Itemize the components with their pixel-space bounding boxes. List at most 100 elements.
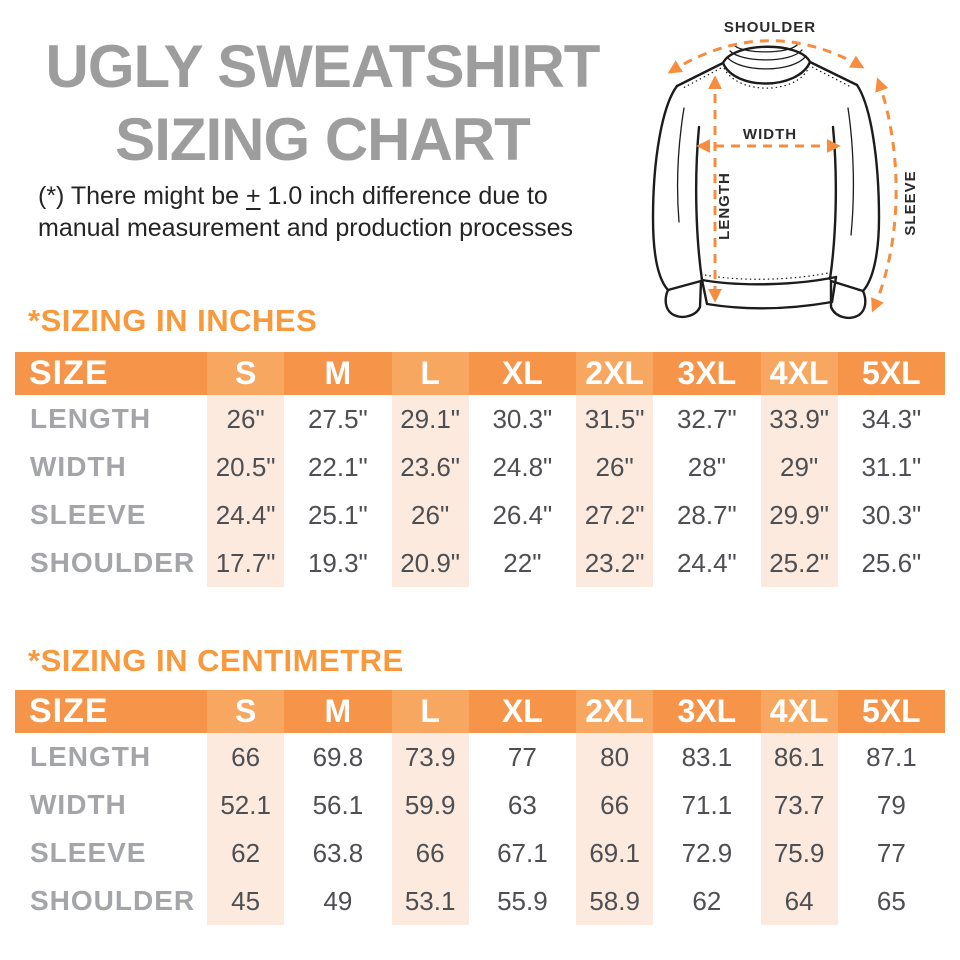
- sweatshirt-measurement-diagram: SHOULDER WIDTH LENGTH SLEEVE: [651, 19, 919, 319]
- size-value: 63.8: [312, 837, 364, 868]
- table-row: LENGTH 26" 27.5" 29.1" 30.3" 31.5" 32.7" 33.9" 3…: [15, 395, 945, 443]
- width-dimension-label: WIDTH: [743, 126, 797, 143]
- size-value: 87.1: [866, 741, 917, 772]
- length-dimension-label: LENGTH: [716, 172, 733, 240]
- sweatshirt-collar-stitching: [723, 66, 810, 89]
- table-header-row: SIZE S M L XL 2XL 3XL 4XL 5XL: [15, 690, 945, 733]
- row-label-width: WIDTH: [30, 451, 127, 482]
- sweatshirt-left-cuff: [664, 279, 703, 318]
- size-value: 66: [207, 733, 299, 781]
- size-value: 29.9": [760, 491, 853, 539]
- sweatshirt-left-sleeve-crease: [676, 107, 685, 223]
- size-value: 63: [507, 789, 537, 820]
- page-title: UGLY SWEATSHIRT SIZING CHART: [0, 30, 645, 176]
- size-value: 31.1": [861, 451, 922, 482]
- sweatshirt-waistband: [700, 275, 838, 310]
- disclaimer-suffix: 1.0 inch difference due to: [260, 182, 548, 210]
- size-value: 22.1": [307, 451, 368, 482]
- column-header-l: L: [391, 352, 484, 395]
- size-value: 77: [876, 837, 906, 868]
- size-value: 27.2": [576, 491, 668, 539]
- sweatshirt-right-body-side: [828, 125, 838, 281]
- sweatshirt-collar-rib-3: [734, 44, 798, 53]
- size-value: 28.7": [676, 499, 737, 530]
- size-value: 24.4": [207, 491, 299, 539]
- size-value: 23.2": [576, 539, 668, 587]
- size-value: 30.3": [492, 403, 553, 434]
- disclaimer-text: (*) There might be + 1.0 inch difference…: [38, 180, 618, 244]
- size-value: 20.5": [207, 443, 299, 491]
- sweatshirt-left-sleeve-outline: [651, 84, 679, 292]
- inches-section-heading: *SIZING IN INCHES: [28, 303, 318, 338]
- plus-minus-symbol: +: [245, 182, 261, 210]
- size-value: 33.9": [760, 395, 853, 443]
- size-value: 56.1: [312, 789, 364, 820]
- size-value: 24.4": [676, 547, 737, 578]
- sweatshirt-right-sleeve-crease: [847, 107, 855, 236]
- size-value: 25.6": [861, 547, 922, 578]
- column-header-3xl: 3XL: [677, 693, 737, 729]
- size-value: 26": [576, 443, 668, 491]
- shoulder-dimension-label: SHOULDER: [724, 19, 816, 36]
- sweatshirt-hem-stitching: [704, 271, 834, 280]
- size-value: 66: [391, 829, 484, 877]
- size-value: 26": [207, 395, 299, 443]
- size-value: 28": [687, 451, 726, 482]
- table-row: SHOULDER 17.7" 19.3" 20.9" 22" 23.2" 24.4" 25.2…: [15, 539, 945, 587]
- row-label-length: LENGTH: [30, 741, 152, 772]
- shoulder-measure-arrow: [667, 39, 865, 74]
- size-value: 17.7": [207, 539, 299, 587]
- row-label-shoulder: SHOULDER: [30, 885, 196, 916]
- row-label-shoulder: SHOULDER: [30, 547, 196, 578]
- size-value: 62: [207, 829, 299, 877]
- disclaimer-line2: manual measurement and production proces…: [38, 214, 574, 242]
- size-value: 79: [876, 789, 906, 820]
- sizing-table-centimetre: SIZE S M L XL 2XL 3XL 4XL 5XL LENGTH 66 69.8 73.9 77 8…: [15, 690, 945, 925]
- column-header-xl: XL: [501, 355, 543, 391]
- size-value: 22": [503, 547, 542, 578]
- column-header-3xl: 3XL: [677, 355, 737, 391]
- table-row: WIDTH 52.1 56.1 59.9 63 66 71.1 73.7 79: [15, 781, 945, 829]
- size-value: 86.1: [760, 733, 853, 781]
- table-row: SHOULDER 45 49 53.1 55.9 58.9 62 64 65: [15, 877, 945, 925]
- sweatshirt-right-cuff-seam: [829, 279, 865, 293]
- size-value: 29": [760, 443, 853, 491]
- disclaimer-prefix: (*) There might be: [38, 182, 246, 210]
- column-header-5xl: 5XL: [862, 693, 921, 729]
- column-header-4xl: 4XL: [760, 690, 853, 733]
- table-row: SLEEVE 24.4" 25.1" 26" 26.4" 27.2" 28.7" 29.9" 3…: [15, 491, 945, 539]
- size-value: 75.9: [760, 829, 853, 877]
- size-value: 32.7": [676, 403, 737, 434]
- sweatshirt-right-cuff: [829, 279, 867, 319]
- row-label-sleeve: SLEEVE: [30, 837, 147, 868]
- size-value: 45: [207, 877, 299, 925]
- sweatshirt-left-cuff-seam: [666, 279, 703, 292]
- size-value: 71.1: [681, 789, 733, 820]
- row-label-length: LENGTH: [30, 403, 152, 434]
- row-label-sleeve: SLEEVE: [30, 499, 147, 530]
- size-value: 58.9: [576, 877, 668, 925]
- size-value: 29.1": [391, 395, 484, 443]
- size-value: 25.1": [307, 499, 368, 530]
- size-value: 31.5": [576, 395, 668, 443]
- sweatshirt-right-shoulder-stitching: [811, 66, 852, 88]
- size-value: 66: [576, 781, 668, 829]
- column-header-5xl: 5XL: [862, 355, 921, 391]
- size-value: 34.3": [861, 403, 922, 434]
- size-value: 73.9: [391, 733, 484, 781]
- size-value: 30.3": [861, 499, 922, 530]
- size-value: 83.1: [681, 741, 733, 772]
- centimetre-section-heading: *SIZING IN CENTIMETRE: [28, 643, 404, 678]
- sweatshirt-right-shoulder-seam: [808, 60, 859, 87]
- size-value: 52.1: [207, 781, 299, 829]
- size-column-header: SIZE: [29, 354, 109, 392]
- size-value: 72.9: [681, 837, 733, 868]
- column-header-2xl: 2XL: [576, 352, 668, 395]
- column-header-xl: XL: [501, 693, 543, 729]
- sleeve-dimension-label: SLEEVE: [902, 170, 919, 235]
- sweatshirt-right-sleeve-outline: [855, 83, 881, 293]
- size-value: 27.5": [307, 403, 368, 434]
- size-value: 26.4": [492, 499, 553, 530]
- page-title-line2: SIZING CHART: [115, 106, 531, 173]
